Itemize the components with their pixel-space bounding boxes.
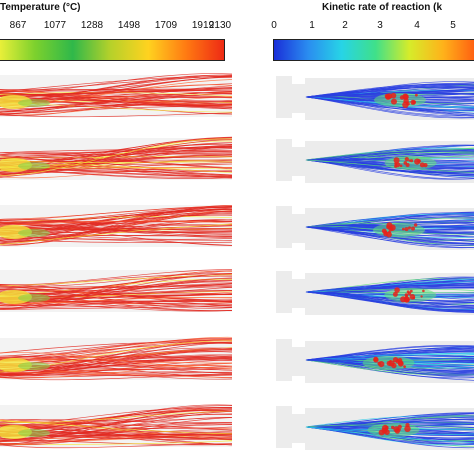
- temperature-streamline-panel: [0, 269, 233, 312]
- temperature-legend-ticks: 867 1077 1288 1498 1709 1919 2130: [0, 20, 232, 34]
- temperature-tick: 1498: [117, 20, 141, 31]
- kinetic-tick: 1: [309, 20, 315, 31]
- kinetic-streamline-panel: [276, 206, 474, 250]
- kinetic-streamline-panel: [276, 406, 474, 450]
- temperature-tick: 867: [9, 20, 27, 31]
- kinetic-tick: 3: [377, 20, 383, 31]
- temperature-tick: 1288: [80, 20, 104, 31]
- kinetic-colorbar: [273, 39, 474, 61]
- kinetic-streamline-panel: [276, 271, 474, 315]
- kinetic-tick: 5: [450, 20, 456, 31]
- temperature-tick: 1919: [191, 20, 215, 31]
- temperature-tick: 1077: [43, 20, 67, 31]
- kinetic-legend-ticks: 0 1 2 3 4 5: [260, 20, 474, 34]
- temperature-streamline-panel: [0, 404, 233, 449]
- temperature-tick: 2130: [208, 20, 232, 31]
- kinetic-legend-title: Kinetic rate of reaction (k: [322, 2, 443, 13]
- temperature-colorbar: [0, 39, 225, 61]
- kinetic-tick: 2: [342, 20, 348, 31]
- temperature-streamline-panel: [0, 336, 233, 381]
- kinetic-tick: 0: [271, 20, 277, 31]
- temperature-streamline-panel: [0, 204, 233, 247]
- temperature-tick: 1709: [154, 20, 178, 31]
- temperature-streamline-panel: [0, 73, 233, 118]
- temperature-legend-title: Temperature (°C): [0, 2, 81, 13]
- temperature-streamline-panel: [0, 136, 233, 180]
- kinetic-tick: 4: [414, 20, 420, 31]
- kinetic-streamline-panel: [276, 76, 474, 120]
- kinetic-streamline-panel: [276, 339, 474, 383]
- kinetic-streamline-panel: [276, 139, 474, 183]
